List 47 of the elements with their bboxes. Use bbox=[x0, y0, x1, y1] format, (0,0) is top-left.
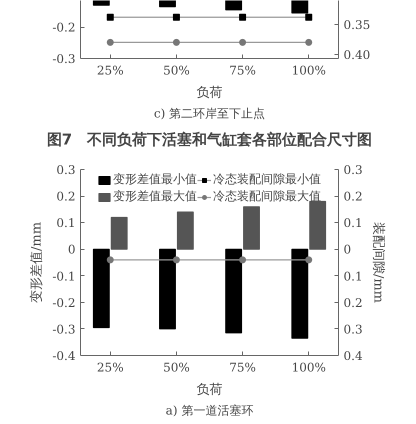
bar bbox=[159, 248, 176, 330]
x-axis-title: 负荷 bbox=[196, 382, 222, 398]
y-tick-label: 0.3 bbox=[56, 163, 76, 177]
bar bbox=[176, 212, 194, 250]
y2-tick-label: 0.35 bbox=[344, 18, 370, 32]
y-tick-label: 0.2 bbox=[56, 190, 76, 204]
y2-tick-label: 0.2 bbox=[344, 190, 363, 204]
y2-tick-label: 0.40 bbox=[344, 48, 370, 62]
x-tick-label: 75% bbox=[229, 360, 256, 374]
y-tick-label: -0.2 bbox=[52, 296, 76, 310]
text: a) 第一道活塞环 bbox=[166, 404, 254, 418]
bar bbox=[309, 200, 326, 250]
x-tick-label: 25% bbox=[96, 360, 124, 374]
y2-tick-label: 0.4 bbox=[344, 349, 363, 363]
x-axis-title: 负荷 bbox=[196, 86, 222, 100]
bar bbox=[225, 248, 242, 334]
legend-label: 冷态装配间隙最大值 bbox=[213, 188, 321, 205]
y-tick-label: -0.4 bbox=[52, 349, 76, 363]
x-tick-label: 100% bbox=[292, 64, 326, 78]
y2-tick-label: 0.3 bbox=[344, 322, 363, 336]
caption: 图7 不同负荷下活塞和气缸套各部位配合尺寸图 bbox=[46, 130, 372, 148]
x-tick-label: 75% bbox=[229, 64, 256, 78]
x-tick-label: 100% bbox=[292, 360, 326, 374]
y2-axis-title: 装配间隙/mm bbox=[370, 222, 386, 304]
y-tick-label: -0.3 bbox=[52, 52, 76, 66]
y-axis-title: 变形差值/mm bbox=[29, 222, 44, 304]
y-tick-label: 0.1 bbox=[56, 216, 76, 230]
bar bbox=[110, 216, 128, 250]
bar bbox=[243, 206, 260, 250]
y2-tick-label: 0.2 bbox=[344, 296, 363, 310]
x-tick-label: 50% bbox=[163, 64, 190, 78]
y2-tick-label: 0.1 bbox=[344, 216, 363, 230]
y-tick-label: -0.2 bbox=[52, 20, 76, 35]
bar bbox=[92, 248, 110, 328]
legend-label: 变形差值最小值 bbox=[113, 171, 197, 188]
text: c) 第二环岸至下止点 bbox=[154, 106, 266, 120]
y-tick-label: -0.1 bbox=[52, 269, 76, 284]
x-tick-label: 50% bbox=[163, 360, 190, 374]
x-tick-label: 25% bbox=[96, 64, 124, 78]
y2-tick-label: 0.3 bbox=[344, 163, 363, 177]
y-tick-label: 0 bbox=[68, 242, 76, 257]
bar bbox=[291, 248, 308, 339]
y-tick-label: -0.3 bbox=[52, 322, 76, 336]
y2-tick-label: 0.1 bbox=[344, 269, 363, 284]
y2-tick-label: 0 bbox=[344, 242, 352, 257]
legend-label: 变形差值最大值 bbox=[113, 188, 197, 205]
legend-label: 冷态装配间隙最小值 bbox=[213, 171, 321, 188]
